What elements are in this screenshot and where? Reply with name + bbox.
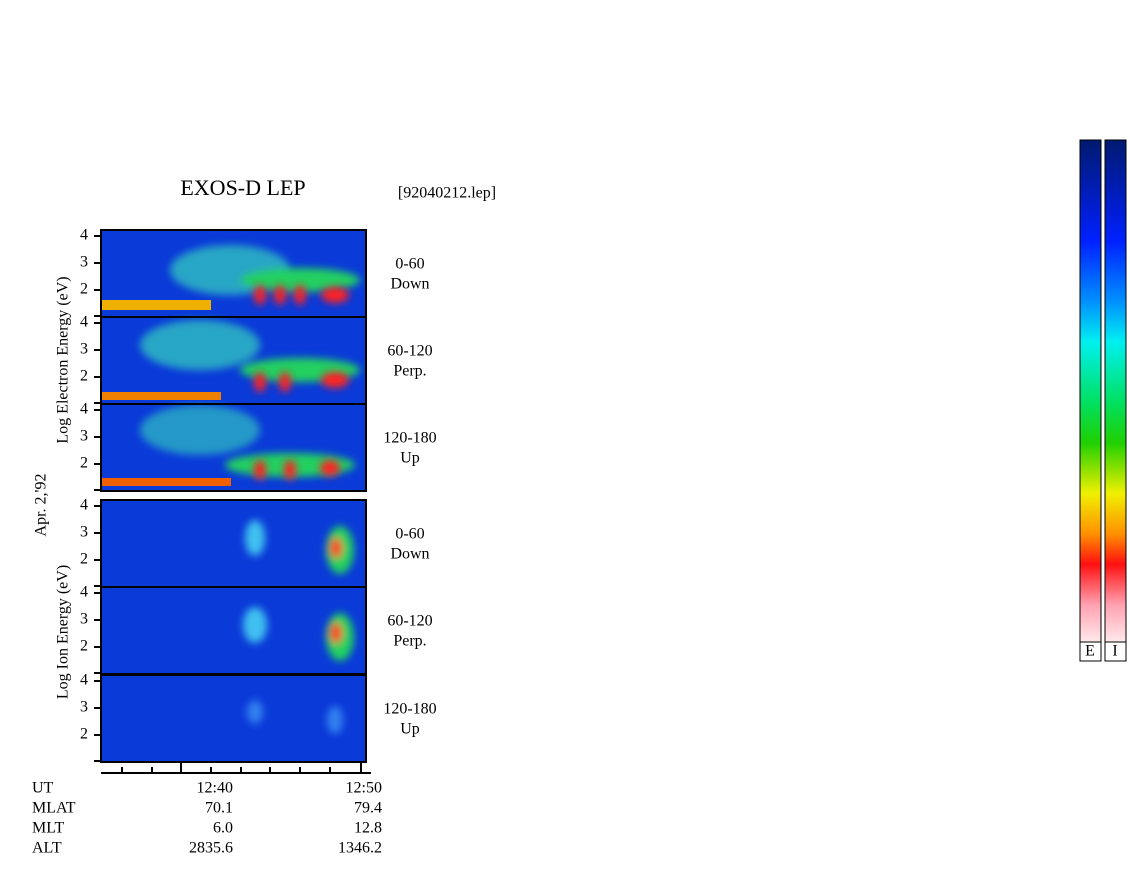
date-label: Apr. 2,'92 <box>33 474 50 537</box>
orbit-value: 12.8 <box>354 820 382 837</box>
ion-spectrogram <box>101 500 366 762</box>
y-tick-label: 2 <box>80 281 88 298</box>
y-tick-label: 4 <box>80 672 88 689</box>
pitch-range: 60-120 <box>387 613 432 630</box>
orbit-label: ALT <box>32 840 62 857</box>
y-tick-label: 3 <box>80 341 88 358</box>
y-tick-label: 4 <box>80 497 88 514</box>
colorbar-label: I <box>1112 643 1117 660</box>
pitch-range: 60-120 <box>387 343 432 360</box>
y-tick-label: 3 <box>80 428 88 445</box>
colorbar <box>1104 139 1127 646</box>
y-tick-label: 2 <box>80 638 88 655</box>
colorbar <box>1079 139 1102 646</box>
direction: Down <box>390 546 429 563</box>
orbit-value: 6.0 <box>213 820 233 837</box>
orbit-value: 12:40 <box>197 780 233 797</box>
y-tick-label: 3 <box>80 611 88 628</box>
orbit-value: 1346.2 <box>338 840 382 857</box>
time-axis <box>101 763 371 774</box>
title: EXOS-D LEP <box>180 175 305 200</box>
colorbar-label-box <box>1079 641 1102 662</box>
y-tick-label: 2 <box>80 455 88 472</box>
orbit-value: 79.4 <box>354 800 382 817</box>
orbit-label: MLT <box>32 820 65 837</box>
orbit-value: 2835.6 <box>189 840 233 857</box>
y-tick-label: 4 <box>80 227 88 244</box>
pitch-range: 0-60 <box>395 526 424 543</box>
y-tick-label: 3 <box>80 699 88 716</box>
y-tick-label: 3 <box>80 524 88 541</box>
y-tick-label: 3 <box>80 254 88 271</box>
y-tick-label: 4 <box>80 314 88 331</box>
direction: Perp. <box>393 363 426 380</box>
y-tick-label: 4 <box>80 584 88 601</box>
direction: Perp. <box>393 633 426 650</box>
pitch-range: 0-60 <box>395 256 424 273</box>
pitch-range: 120-180 <box>383 701 436 718</box>
electron-axis-label: Log Electron Energy (eV) <box>55 276 72 443</box>
orbit-value: 70.1 <box>205 800 233 817</box>
orbit-value: 12:50 <box>346 780 382 797</box>
pitch-range: 120-180 <box>383 430 436 447</box>
electron-spectrogram <box>101 230 366 490</box>
y-tick-label: 2 <box>80 551 88 568</box>
panel-frame <box>100 674 367 763</box>
orbit-label: UT <box>32 780 54 797</box>
y-tick-label: 4 <box>80 401 88 418</box>
orbit-label: MLAT <box>32 800 76 817</box>
y-tick-label: 2 <box>80 726 88 743</box>
y-tick-label: 2 <box>80 368 88 385</box>
direction: Up <box>400 721 420 738</box>
ion-axis-label: Log Ion Energy (eV) <box>55 565 72 699</box>
file-name: [92040212.lep] <box>398 185 496 202</box>
direction: Up <box>400 450 420 467</box>
panel-frame <box>100 403 367 492</box>
colorbar-label: E <box>1085 643 1095 660</box>
colorbar-label-box <box>1104 641 1127 662</box>
direction: Down <box>390 276 429 293</box>
